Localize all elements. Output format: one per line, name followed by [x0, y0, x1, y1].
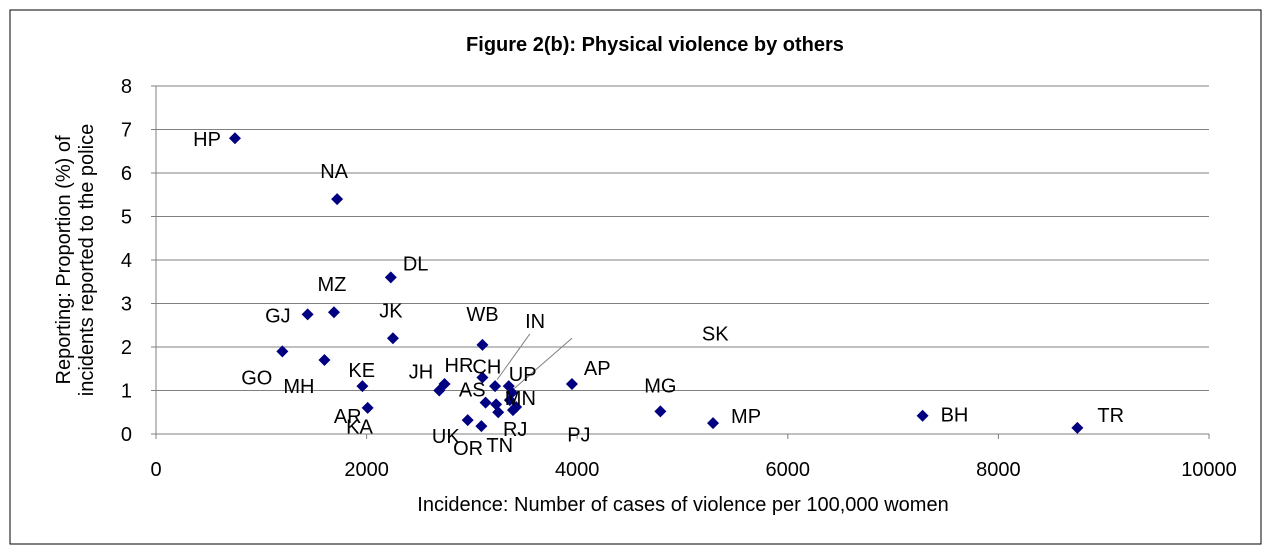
- tick-labels: 0 1 2 3 4 5 6 7 8 0 2000 4000 6000 8000 10000: [121, 76, 1237, 481]
- x-tick-label: 8000: [976, 459, 1021, 481]
- y-tick-label: 7: [121, 120, 132, 142]
- y-tick-label: 5: [121, 207, 132, 229]
- data-point-tr: [1071, 421, 1084, 434]
- data-point-go: [276, 345, 289, 358]
- data-label-go: GO: [241, 367, 272, 389]
- data-label-uk: UK: [432, 426, 460, 448]
- data-point-mp: [707, 417, 720, 430]
- data-label-as: AS: [459, 380, 486, 402]
- data-point-uk: [461, 414, 474, 427]
- data-point-bh: [916, 409, 929, 422]
- y-axis-title-line-1: Reporting: Proportion (%) of: [53, 135, 75, 384]
- data-point-jk: [386, 332, 399, 345]
- data-label-mg: MG: [644, 375, 676, 397]
- point-labels: HP NA DL MZ GJ JK WB GO MH KE AR JH HR CH IN UP SK MN AS KA…: [193, 129, 1124, 460]
- data-points: [228, 132, 1084, 434]
- data-point-as: [479, 396, 492, 409]
- data-point-pj: [492, 406, 505, 419]
- leader-line-sk: [511, 337, 573, 391]
- y-tick-label: 3: [121, 294, 132, 316]
- y-axis-title-line-2: incidents reported to the police: [76, 124, 98, 396]
- data-label-rj: RJ: [503, 419, 527, 441]
- data-point-mh: [318, 354, 331, 367]
- data-label-mp: MP: [731, 406, 761, 428]
- data-label-ka: KA: [346, 416, 373, 438]
- data-point-ke: [356, 380, 369, 393]
- data-label-hp: HP: [193, 129, 221, 151]
- data-label-tn: TN: [486, 435, 513, 457]
- data-label-ke: KE: [348, 360, 375, 382]
- data-label-jh: JH: [409, 362, 433, 384]
- axes: [151, 85, 1210, 439]
- gridlines: [156, 85, 1209, 391]
- data-label-up: UP: [509, 364, 537, 386]
- data-label-ch: CH: [472, 356, 501, 378]
- y-tick-label: 2: [121, 337, 132, 359]
- data-point-or: [510, 401, 523, 414]
- data-label-wb: WB: [466, 304, 498, 326]
- x-tick-label: 10000: [1181, 459, 1237, 481]
- data-point-gj: [301, 308, 314, 321]
- data-point-ap: [565, 377, 578, 390]
- data-point-hr: [438, 377, 451, 390]
- data-point-mn: [503, 394, 516, 407]
- data-label-or: OR: [453, 438, 483, 460]
- data-point-mz: [327, 306, 340, 319]
- data-label-na: NA: [320, 161, 348, 183]
- x-tick-label: 0: [150, 459, 161, 481]
- data-point-ch: [476, 371, 489, 384]
- data-label-gj: GJ: [265, 305, 291, 327]
- leader-lines: [496, 333, 573, 391]
- y-tick-label: 4: [121, 250, 132, 272]
- data-label-tr: TR: [1097, 405, 1124, 427]
- x-tick-label: 6000: [766, 459, 811, 481]
- y-axis-title: Reporting: Proportion (%) of incidents r…: [53, 124, 98, 396]
- y-tick-label: 1: [121, 381, 132, 403]
- y-tick-label: 8: [121, 76, 132, 98]
- data-label-mn: MN: [505, 388, 536, 410]
- data-label-sk: SK: [702, 324, 729, 346]
- data-point-wb: [476, 338, 489, 351]
- data-point-na: [331, 193, 344, 206]
- chart-border: [9, 9, 1262, 545]
- data-point-in: [489, 380, 502, 393]
- data-label-hr: HR: [445, 355, 474, 377]
- data-label-pj: PJ: [567, 424, 590, 446]
- data-label-jk: JK: [379, 300, 403, 322]
- leader-line-in: [496, 333, 531, 380]
- data-label-ap: AP: [584, 358, 611, 380]
- data-point-ar: [361, 401, 374, 414]
- data-label-mz: MZ: [318, 274, 347, 296]
- chart-title: Figure 2(b): Physical violence by others: [466, 34, 844, 56]
- data-point-dl: [384, 271, 397, 284]
- y-tick-label: 0: [121, 424, 132, 446]
- x-tick-label: 4000: [555, 459, 600, 481]
- y-tick-label: 6: [121, 163, 132, 185]
- x-tick-label: 2000: [344, 459, 389, 481]
- data-label-dl: DL: [403, 253, 429, 275]
- data-label-ar: AR: [334, 406, 362, 428]
- data-label-in: IN: [525, 311, 545, 333]
- x-axis-title: Incidence: Number of cases of violence p…: [417, 494, 948, 516]
- data-point-hp: [228, 132, 241, 145]
- data-label-mh: MH: [283, 376, 314, 398]
- data-label-bh: BH: [941, 405, 969, 427]
- data-point-tn: [475, 420, 488, 433]
- data-point-mg: [654, 405, 667, 418]
